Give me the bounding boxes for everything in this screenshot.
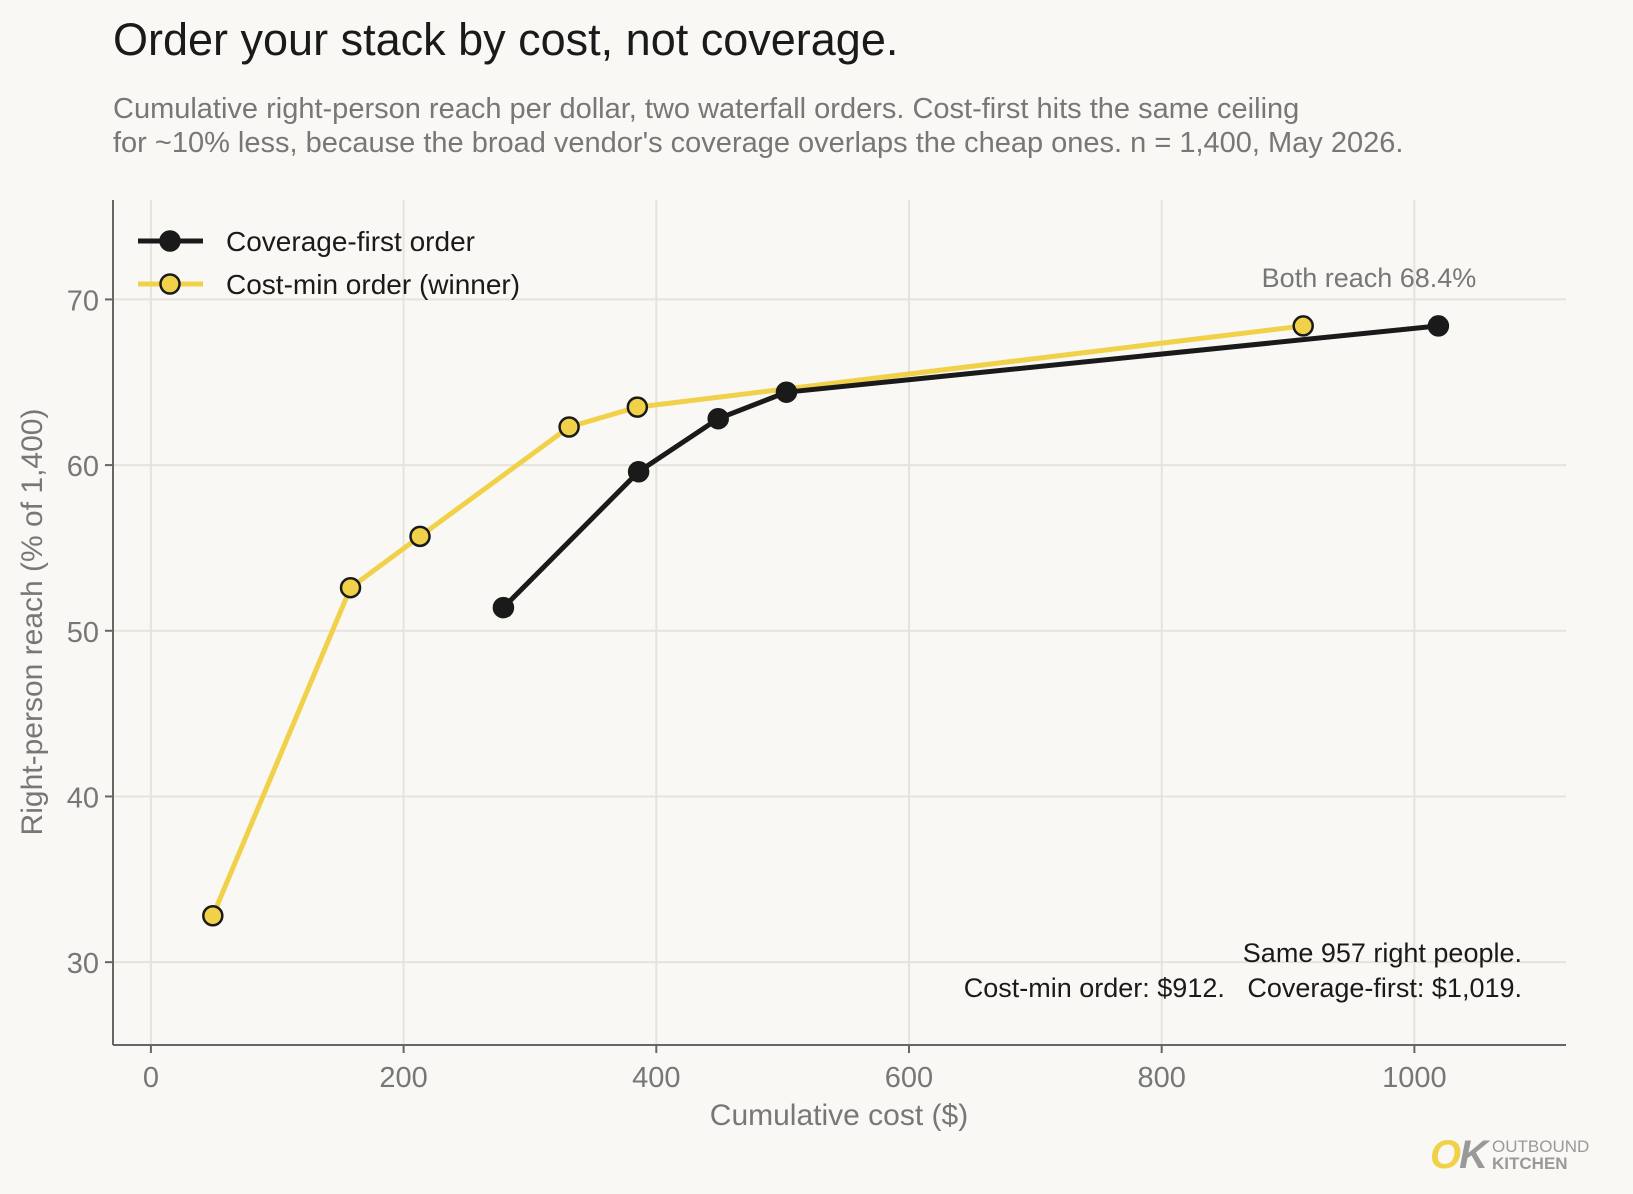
data-point <box>492 596 515 619</box>
y-axis-label: Right-person reach (% of 1,400) <box>16 409 49 836</box>
brand-word-1: OUTBOUND <box>1492 1137 1590 1156</box>
x-axis-label: Cumulative cost ($) <box>710 1099 968 1132</box>
data-point <box>775 381 798 403</box>
y-tick-labels: 30 40 50 60 70 <box>67 285 113 980</box>
subtitle-line-1: Cumulative right-person reach per dollar… <box>113 93 1300 125</box>
brand-wordmark: OUTBOUND KITCHEN <box>1492 1138 1589 1172</box>
data-point <box>627 460 650 483</box>
annotation-same-people: Same 957 right people. <box>1243 938 1522 968</box>
chart-title: Order your stack by cost, not coverage. <box>113 14 899 65</box>
subtitle-line-2: for ~10% less, because the broad vendor'… <box>113 127 1404 159</box>
data-point <box>339 576 362 599</box>
data-point <box>626 396 649 418</box>
grid-lines <box>113 200 1566 1045</box>
x-tick-label: 600 <box>885 1062 933 1094</box>
data-point <box>409 525 431 548</box>
legend: Coverage-first order Cost-min order (winn… <box>138 226 520 300</box>
data-point <box>202 905 224 927</box>
y-tick-label: 70 <box>67 285 99 317</box>
y-tick-label: 30 <box>67 948 99 980</box>
x-tick-label: 200 <box>379 1062 427 1094</box>
brand-logo: OK OUTBOUND KITCHEN <box>1430 1135 1589 1175</box>
series-line <box>210 323 1306 919</box>
brand-word-2: KITCHEN <box>1492 1154 1568 1173</box>
data-point <box>558 416 580 438</box>
x-tick-label: 400 <box>632 1062 680 1094</box>
data-point <box>1427 315 1450 337</box>
x-tick-label: 1000 <box>1382 1062 1447 1094</box>
y-tick-label: 60 <box>67 451 99 483</box>
axes <box>112 200 1566 1046</box>
legend-label: Coverage-first order <box>226 226 475 257</box>
series-layer <box>202 315 1450 927</box>
legend-label: Cost-min order (winner) <box>226 269 520 300</box>
legend-swatch-marker <box>159 273 181 295</box>
x-tick-label: 0 <box>143 1062 159 1094</box>
data-point <box>707 407 729 430</box>
annotation-cost-comparison: Cost-min order: $912. Coverage-first: $1… <box>964 973 1522 1003</box>
legend-swatch-marker <box>159 230 181 252</box>
y-tick-label: 50 <box>67 617 99 649</box>
series-cost-min <box>202 315 1314 927</box>
series-coverage-first <box>492 315 1450 619</box>
x-tick-label: 800 <box>1137 1062 1185 1094</box>
y-tick-label: 40 <box>67 782 99 814</box>
chart-subtitle: Cumulative right-person reach per dollar… <box>113 92 1623 160</box>
annotation-both-reach: Both reach 68.4% <box>1262 263 1477 293</box>
data-point <box>1292 315 1314 337</box>
brand-mark-icon: OK <box>1430 1133 1488 1177</box>
x-tick-labels: 0 200 400 600 800 1000 <box>143 1045 1447 1094</box>
